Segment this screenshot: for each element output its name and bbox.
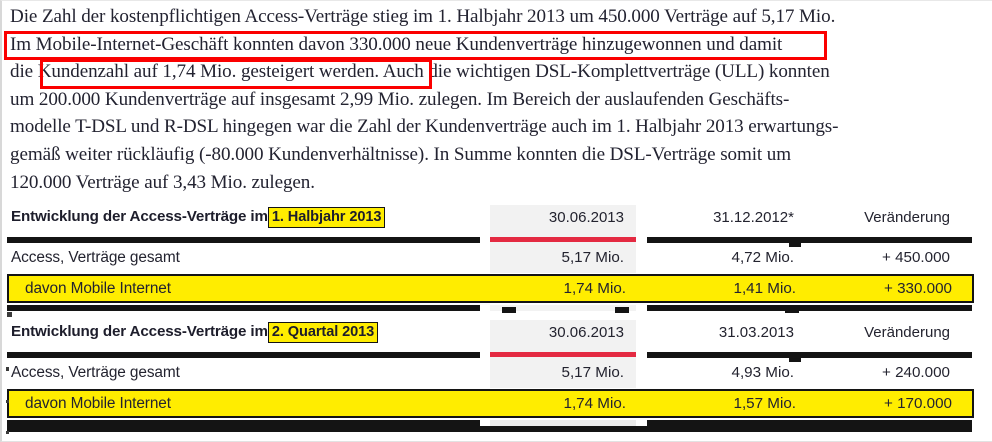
row-label: Access, Verträge gesamt bbox=[11, 364, 180, 381]
paragraph-line-6: gemäß weiter rückläufig (-80.000 Kundenv… bbox=[10, 143, 792, 165]
column-header-current: 30.06.2013 bbox=[548, 324, 624, 341]
table-title-plain: Entwicklung der Access-Verträge im bbox=[11, 323, 268, 340]
header-rule-left bbox=[7, 352, 480, 358]
row-value-current: 1,74 Mio. bbox=[563, 395, 626, 412]
table-row: Access, Verträge gesamt 5,17 Mio. 4,72 M… bbox=[2, 245, 992, 273]
header-rule-left bbox=[7, 237, 480, 243]
row-value-change: + 240.000 bbox=[882, 364, 950, 381]
table-bottom-nub-a bbox=[502, 307, 516, 313]
table-bottom-rule-right bbox=[647, 420, 972, 426]
scan-speckle bbox=[7, 312, 12, 317]
paragraph-line-2: Im Mobile-Internet-Geschäft konnten davo… bbox=[10, 33, 783, 55]
scan-speckle bbox=[6, 400, 9, 403]
header-rule-nub bbox=[789, 358, 801, 362]
table-bottom-gap-grey bbox=[490, 420, 636, 426]
header-rule-nub bbox=[789, 243, 801, 247]
row-value-current: 5,17 Mio. bbox=[561, 249, 624, 266]
column-header-change: Veränderung bbox=[864, 324, 950, 341]
paragraph-line-4: um 200.000 Kundenverträge auf insgesamt … bbox=[10, 88, 790, 110]
paragraph-line-3: die Kundenzahl auf 1,74 Mio. gesteigert … bbox=[10, 61, 830, 83]
paragraph-line-1: Die Zahl der kostenpflichtigen Access-Ve… bbox=[10, 6, 836, 27]
column-header-current: 30.06.2013 bbox=[548, 209, 624, 226]
table-title-highlight: 1. Halbjahr 2013 bbox=[267, 207, 386, 228]
row-value-change: + 170.000 bbox=[884, 395, 952, 412]
row-label: Access, Verträge gesamt bbox=[11, 249, 180, 266]
table-row: Access, Verträge gesamt 5,17 Mio. 4,93 M… bbox=[2, 360, 992, 388]
row-value-current: 1,74 Mio. bbox=[563, 280, 626, 297]
table-header-row: Entwicklung der Access-Verträge im 2. Qua… bbox=[2, 320, 992, 350]
table-bottom-rule-left bbox=[7, 420, 480, 426]
row-label: davon Mobile Internet bbox=[25, 280, 171, 297]
table-title: Entwicklung der Access-Verträge im 1. Hal… bbox=[11, 207, 386, 228]
table-bottom-gap-grey bbox=[490, 305, 636, 311]
row-value-change: + 450.000 bbox=[882, 249, 950, 266]
row-value-previous: 4,72 Mio. bbox=[731, 249, 794, 266]
row-value-previous: 1,41 Mio. bbox=[733, 280, 796, 297]
header-rule-right bbox=[647, 352, 972, 358]
column-header-previous: 31.12.2012* bbox=[713, 209, 794, 226]
paragraph-line-7: 120.000 Verträge auf 3,43 Mio. zulegen. bbox=[10, 171, 315, 193]
row-label: davon Mobile Internet bbox=[25, 395, 171, 412]
scan-speckle bbox=[6, 431, 9, 434]
table-row-highlighted: davon Mobile Internet 1,74 Mio. 1,57 Mio… bbox=[7, 389, 974, 418]
row-value-previous: 4,93 Mio. bbox=[731, 364, 794, 381]
table-bottom-rule-right bbox=[647, 305, 972, 311]
table-header-row: Entwicklung der Access-Verträge im 1. Hal… bbox=[2, 205, 992, 235]
column-header-change: Veränderung bbox=[864, 209, 950, 226]
table-row-highlighted: davon Mobile Internet 1,74 Mio. 1,41 Mio… bbox=[7, 274, 974, 303]
table-title: Entwicklung der Access-Verträge im 2. Qua… bbox=[11, 322, 379, 343]
header-rule-accent bbox=[490, 237, 636, 242]
paragraph-line-5: modelle T-DSL und R-DSL hingegen war die… bbox=[10, 116, 839, 138]
table-bottom-rule-left bbox=[7, 305, 480, 311]
header-rule-right bbox=[647, 237, 972, 243]
table-bottom-nub-c bbox=[785, 307, 799, 313]
table-title-plain: Entwicklung der Access-Verträge im bbox=[11, 208, 268, 225]
table-closing-rule bbox=[7, 426, 972, 432]
header-rule-accent bbox=[490, 352, 636, 357]
row-value-current: 5,17 Mio. bbox=[561, 364, 624, 381]
row-value-previous: 1,57 Mio. bbox=[733, 395, 796, 412]
scan-speckle bbox=[6, 367, 9, 371]
table-bottom-nub-b bbox=[615, 307, 629, 313]
table-title-highlight: 2. Quartal 2013 bbox=[267, 322, 379, 343]
column-header-previous: 31.03.2013 bbox=[718, 324, 794, 341]
body-paragraph: Die Zahl der kostenpflichtigen Access-Ve… bbox=[10, 3, 978, 196]
row-value-change: + 330.000 bbox=[884, 280, 952, 297]
